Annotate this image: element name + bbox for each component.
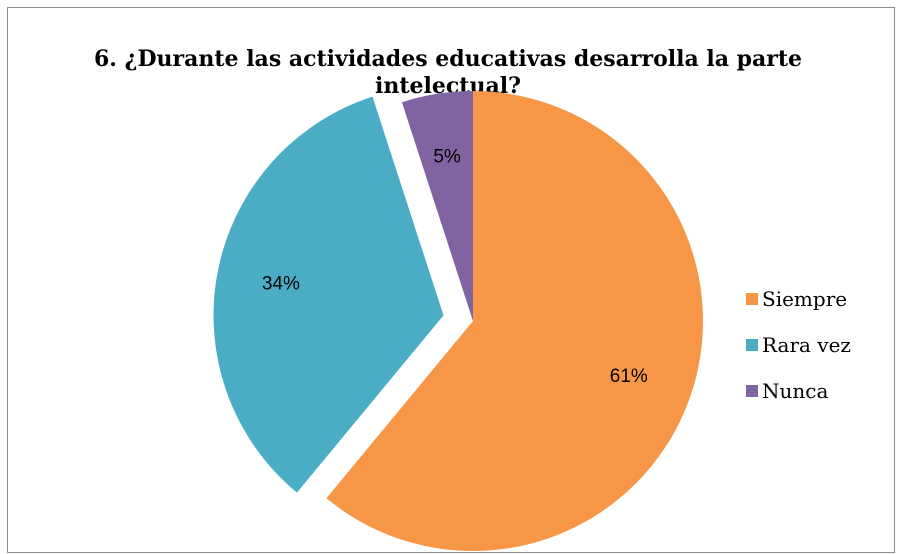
- pie-slice-siempre: [326, 91, 703, 551]
- legend-item-nunca: Nunca: [746, 368, 851, 414]
- chart-area: 6. ¿Durante las actividades educativas d…: [7, 7, 895, 553]
- legend-swatch: [746, 293, 758, 305]
- legend-swatch: [746, 385, 758, 397]
- pie-slices: [213, 91, 703, 551]
- legend-label: Siempre: [762, 287, 848, 311]
- data-label-siempre: 61%: [610, 366, 648, 387]
- chart-legend: Siempre Rara vez Nunca: [746, 276, 851, 414]
- pie-slice-rara-vez: [213, 96, 444, 493]
- pie-slice-nunca: [401, 91, 473, 321]
- data-label-rara-vez: 34%: [262, 273, 300, 294]
- pie-data-labels: 61% 34% 5%: [262, 146, 648, 387]
- chart-title: 6. ¿Durante las actividades educativas d…: [93, 46, 803, 99]
- legend-item-rara-vez: Rara vez: [746, 322, 851, 368]
- legend-item-siempre: Siempre: [746, 276, 851, 322]
- pie-chart: 61% 34% 5%: [213, 91, 703, 551]
- legend-label: Nunca: [762, 379, 829, 403]
- data-label-nunca: 5%: [433, 146, 461, 167]
- legend-swatch: [746, 339, 758, 351]
- legend-label: Rara vez: [762, 333, 851, 357]
